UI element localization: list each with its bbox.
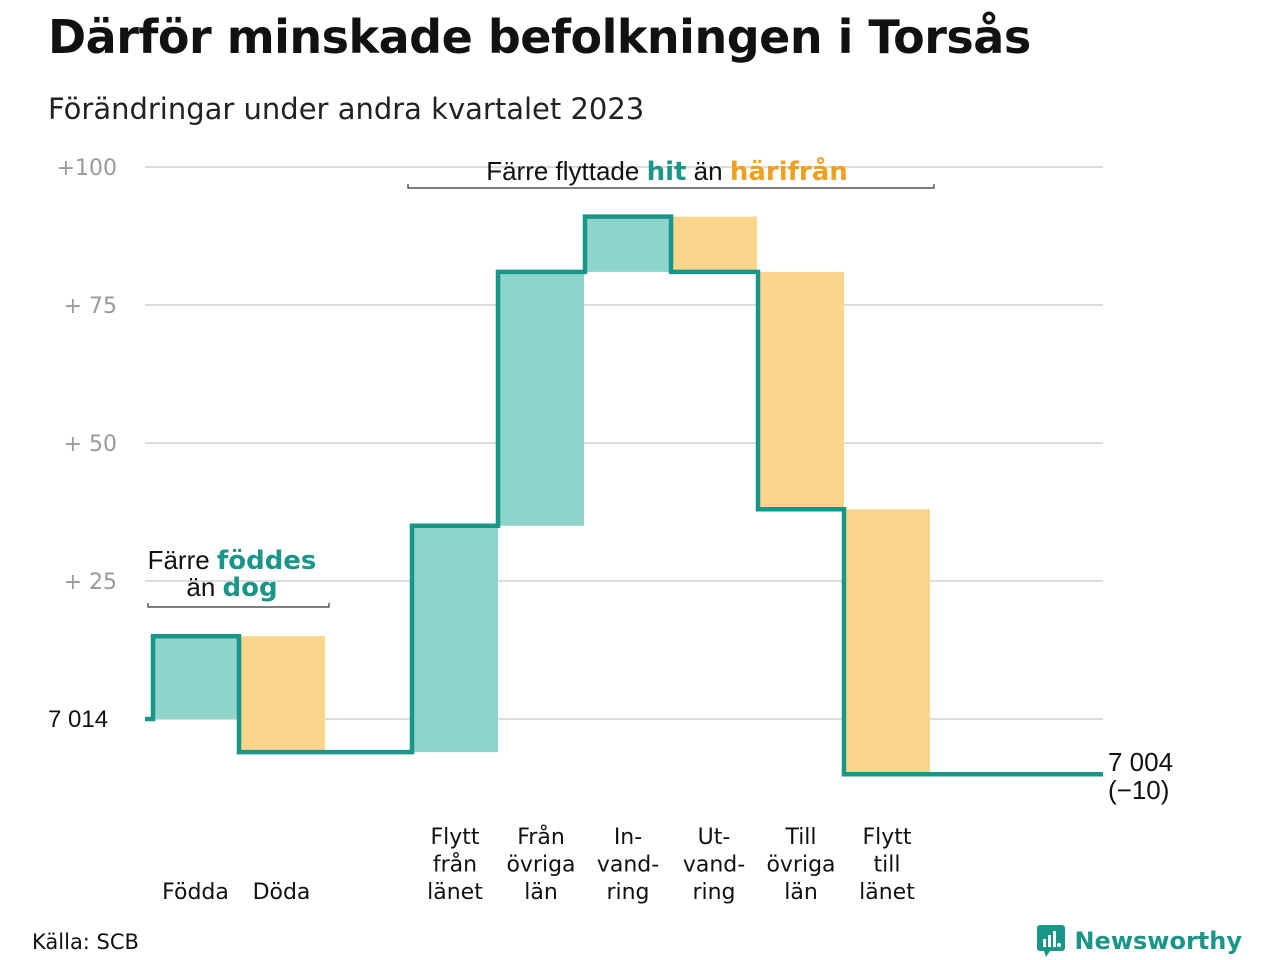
annotation-migration-text: Färre flyttade hit än härifrån [486, 155, 848, 187]
bar-till-övriga-län [758, 271, 844, 510]
annotation-part: än [186, 572, 222, 602]
bar-utvandring [671, 216, 757, 272]
brand-logo: Newsworthy [1036, 924, 1242, 958]
bars [153, 216, 930, 775]
y-tick-label: + 50 [64, 432, 117, 457]
chart-subtitle: Förändringar under andra kvartalet 2023 [48, 92, 645, 126]
annotation-births-text: än dog [186, 572, 277, 603]
end-value-label: (−10) [1108, 775, 1169, 805]
x-category-label: ring [606, 880, 649, 905]
x-category-label: län [524, 880, 558, 905]
x-category-label: Till [784, 825, 816, 850]
annotation-part: Färre flyttade [486, 156, 646, 186]
x-category-label: Döda [253, 880, 311, 905]
x-category-label: vand- [683, 853, 745, 878]
x-category-label: län [784, 880, 818, 905]
x-category-label: ring [692, 880, 735, 905]
annotation-births-bracket [147, 603, 330, 608]
x-category-label: Ut- [698, 825, 731, 850]
x-category-label: Flytt [430, 825, 479, 850]
x-category-label: övriga [766, 853, 835, 878]
annotation-migration-bracket [407, 184, 935, 189]
bar-flytt-till-länet [844, 509, 930, 775]
annotation-part: härifrån [730, 155, 848, 187]
x-category-label: övriga [506, 853, 575, 878]
x-category-label: vand- [597, 853, 659, 878]
bar-invandring [585, 216, 671, 272]
chart-title: Därför minskade befolkningen i Torsås [48, 10, 1031, 64]
x-category-label: In- [614, 825, 642, 850]
x-category-label: Födda [162, 880, 229, 905]
annotation-part: än [686, 156, 729, 186]
newsworthy-logo-icon [1037, 925, 1066, 957]
annotation-part: Färre [148, 545, 217, 575]
end-value-label: 7 004 [1108, 747, 1173, 777]
labels: Födda DödaFlyttfrånlänetFrånövrigalänIn-v… [48, 706, 1173, 905]
brand-name: Newsworthy [1074, 927, 1242, 955]
x-category-label: Från [517, 824, 565, 850]
annotation-births-text: Färre föddes [148, 545, 317, 576]
start-value-label: 7 014 [48, 706, 108, 733]
annotation-part: föddes [217, 546, 317, 576]
step-line [145, 214, 1103, 777]
annotation-part: dog [223, 573, 278, 603]
annotation-part: hit [647, 157, 687, 187]
source-note: Källa: SCB [32, 930, 139, 954]
y-tick-label: + 75 [64, 294, 117, 319]
x-category-label: Flytt [862, 825, 911, 850]
waterfall-chart: + 25+ 50+ 75+100 Födda DödaFlyttfrånlänet… [48, 155, 1173, 905]
y-tick-label: +100 [57, 156, 117, 181]
x-category-label: länet [859, 880, 915, 905]
waterfall-step-line [145, 214, 1103, 777]
x-category-label: länet [427, 880, 483, 905]
bar-döda [239, 636, 325, 753]
bar-födda [153, 636, 239, 719]
x-category-label: till [874, 853, 901, 878]
bar-flytt-från-länet [412, 525, 498, 753]
x-category-label: från [433, 852, 477, 878]
bar-från-övriga-län [498, 271, 584, 526]
y-tick-label: + 25 [64, 570, 117, 595]
